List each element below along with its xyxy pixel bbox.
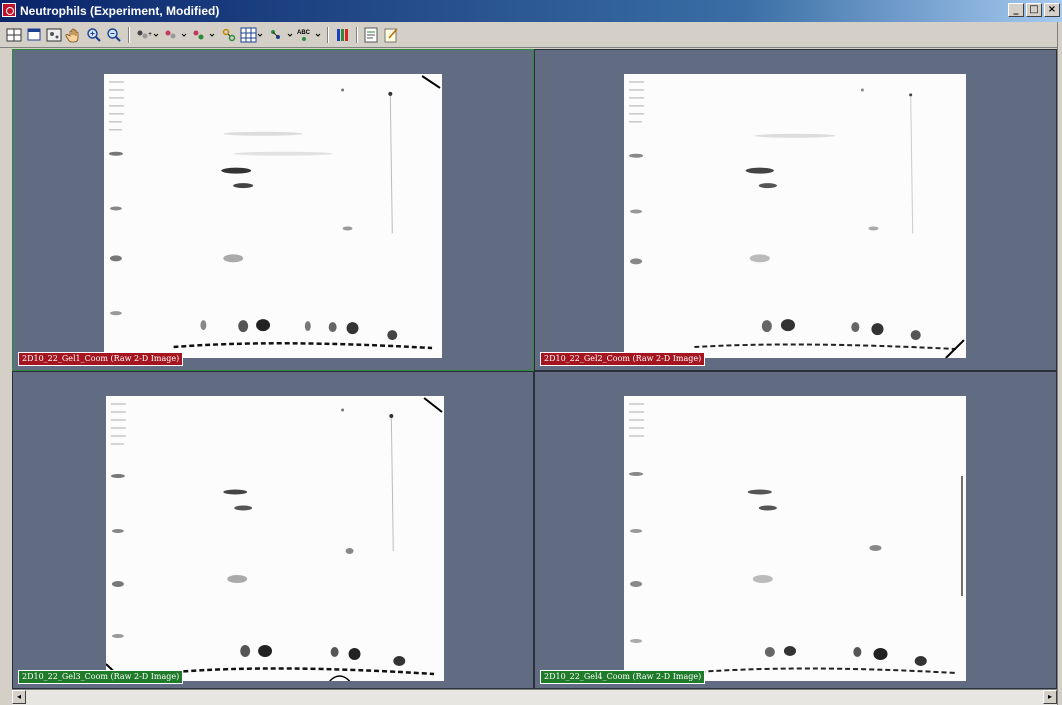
layout-grid-icon[interactable] xyxy=(5,26,23,44)
gel-pane-3[interactable]: 2D10_22_Gel3_Coom (Raw 2-D Image) xyxy=(12,371,534,689)
gel-caption-3: 2D10_22_Gel3_Coom (Raw 2-D Image) xyxy=(18,670,184,684)
scroll-right-button[interactable]: ▸ xyxy=(1043,690,1057,704)
notes-icon[interactable] xyxy=(382,26,400,44)
title-bar[interactable]: Neutrophils (Experiment, Modified) _ □ × xyxy=(0,0,1062,22)
color-bars-icon[interactable] xyxy=(334,26,352,44)
gel-image-2[interactable] xyxy=(624,74,966,358)
gel-pane-1[interactable]: 2D10_22_Gel1_Coom (Raw 2-D Image) xyxy=(12,49,534,371)
svg-text:+: + xyxy=(148,31,152,38)
horizontal-scrollbar[interactable]: ◂ ▸ xyxy=(12,689,1057,705)
gel-image-3[interactable] xyxy=(106,396,444,681)
toolbar: + ABC xyxy=(0,22,1062,48)
zoom-out-icon[interactable] xyxy=(105,26,123,44)
toolbar-separator xyxy=(128,27,130,43)
toolbar-separator xyxy=(356,27,358,43)
svg-text:ABC: ABC xyxy=(297,30,311,36)
gel-caption-4: 2D10_22_Gel4_Coom (Raw 2-D Image) xyxy=(540,670,706,684)
close-button[interactable]: × xyxy=(1044,3,1060,17)
gel-pane-4[interactable]: 2D10_22_Gel4_Coom (Raw 2-D Image) xyxy=(534,371,1057,689)
spot-link-icon[interactable] xyxy=(220,26,238,44)
toolbar-separator xyxy=(327,27,329,43)
scroll-left-button[interactable]: ◂ xyxy=(12,690,26,704)
gel-workspace: 2D10_22_Gel1_Coom (Raw 2-D Image) xyxy=(12,49,1057,689)
image-properties-icon[interactable] xyxy=(45,26,63,44)
grid-view-icon[interactable] xyxy=(240,26,264,44)
gel-caption-2: 2D10_22_Gel2_Coom (Raw 2-D Image) xyxy=(540,352,706,366)
gel-image-4[interactable] xyxy=(624,396,966,681)
window-title: Neutrophils (Experiment, Modified) xyxy=(20,4,220,18)
spot-edit-icon[interactable] xyxy=(162,26,188,44)
single-view-icon[interactable] xyxy=(25,26,43,44)
gel-image-1[interactable] xyxy=(104,74,442,358)
pan-hand-icon[interactable] xyxy=(65,26,83,44)
gel-pane-2[interactable]: 2D10_22_Gel2_Coom (Raw 2-D Image) xyxy=(534,49,1057,371)
zoom-in-icon[interactable] xyxy=(85,26,103,44)
window-controls: _ □ × xyxy=(1008,3,1060,17)
app-icon[interactable] xyxy=(2,3,16,17)
spot-detect-icon[interactable]: + xyxy=(134,26,160,44)
gel-caption-1: 2D10_22_Gel1_Coom (Raw 2-D Image) xyxy=(18,352,184,366)
report-icon[interactable] xyxy=(362,26,380,44)
spot-match-icon[interactable] xyxy=(190,26,216,44)
restore-button[interactable]: □ xyxy=(1026,3,1042,17)
vertical-scrollbar[interactable] xyxy=(1057,22,1062,705)
landmark-icon[interactable] xyxy=(268,26,294,44)
label-abc-icon[interactable]: ABC xyxy=(296,26,322,44)
minimize-button[interactable]: _ xyxy=(1008,3,1024,17)
